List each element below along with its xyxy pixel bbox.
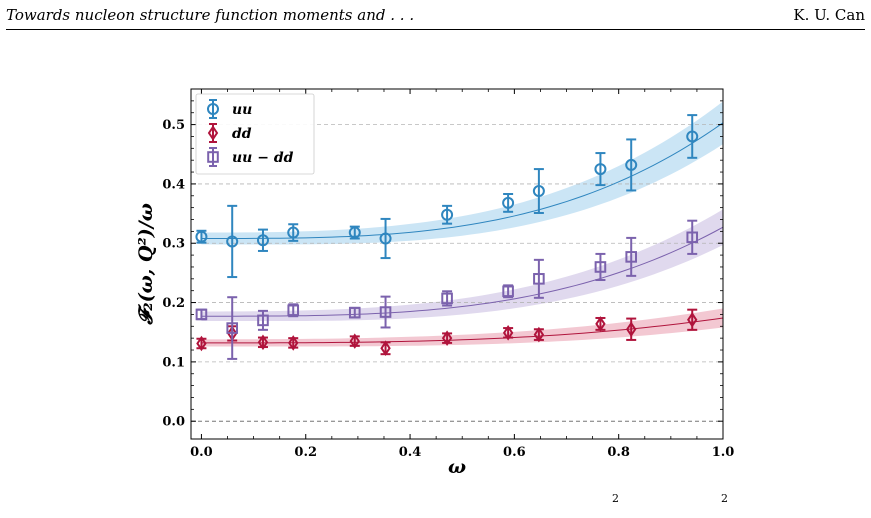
y-tick-label: 0.1 bbox=[162, 355, 185, 370]
data-point bbox=[625, 251, 638, 263]
y-tick-label: 0.5 bbox=[162, 118, 185, 133]
data-point bbox=[533, 326, 545, 343]
data-point bbox=[195, 230, 208, 243]
y-tick-label: 0.3 bbox=[162, 237, 185, 252]
fit-band bbox=[201, 209, 723, 322]
data-point bbox=[626, 321, 637, 338]
x-axis-label: ω bbox=[448, 456, 466, 478]
y-axis-label: 𝓕₂(ω, Q²)/ω bbox=[135, 203, 157, 326]
y-tick-label: 0.4 bbox=[162, 177, 185, 192]
x-tick-label: 0.6 bbox=[503, 445, 526, 460]
grid-lines bbox=[191, 124, 723, 422]
data-point bbox=[348, 226, 361, 239]
data-point bbox=[348, 306, 361, 319]
x-tick-label: 0.2 bbox=[294, 445, 317, 460]
plot-frame bbox=[190, 88, 724, 440]
x-tick-label: 0.4 bbox=[399, 445, 422, 460]
data-point bbox=[380, 340, 391, 357]
x-tick-label: 0.8 bbox=[607, 445, 630, 460]
legend-label: uu bbox=[232, 102, 252, 118]
data-point bbox=[379, 306, 392, 318]
data-point bbox=[595, 316, 606, 332]
caption-superscript-1: 2 bbox=[612, 492, 619, 505]
caption-superscript-2: 2 bbox=[721, 492, 728, 505]
axis-ticks bbox=[191, 89, 724, 439]
data-point bbox=[441, 208, 454, 221]
data-point bbox=[288, 335, 299, 351]
data-point bbox=[195, 308, 208, 321]
legend-label: dd bbox=[232, 126, 252, 142]
y-tick-label: 0.2 bbox=[162, 296, 185, 311]
fit-bands bbox=[201, 101, 723, 347]
tick-labels: 0.0 0.1 0.2 0.3 0.4 0.5 0.0 0.2 0.4 0.6 0.8 1.0 bbox=[162, 118, 734, 460]
data-point bbox=[226, 235, 239, 248]
data-point bbox=[441, 292, 453, 305]
running-title: Towards nucleon structure function momen… bbox=[6, 6, 415, 24]
data-point bbox=[257, 334, 269, 351]
data-point bbox=[532, 185, 545, 198]
data-point bbox=[625, 158, 638, 171]
data-point bbox=[502, 285, 514, 298]
fit-line bbox=[201, 122, 724, 239]
legend-marker bbox=[207, 151, 219, 163]
header-rule bbox=[6, 29, 865, 30]
data-point bbox=[226, 322, 239, 334]
legend-marker bbox=[207, 125, 219, 141]
data-point bbox=[594, 163, 607, 176]
data-point bbox=[441, 330, 453, 346]
running-author: K. U. Can bbox=[793, 6, 865, 24]
data-point bbox=[287, 226, 300, 239]
legend: uu dd uu − dd bbox=[195, 93, 315, 175]
fit-band bbox=[201, 308, 723, 347]
data-point bbox=[196, 335, 207, 352]
y-tick-label: 0.0 bbox=[162, 415, 185, 430]
data-point bbox=[349, 333, 360, 349]
data-point bbox=[686, 231, 699, 244]
data-point bbox=[287, 304, 300, 317]
data-points bbox=[195, 114, 699, 360]
data-point bbox=[594, 261, 607, 273]
legend-label: uu − dd bbox=[232, 150, 294, 166]
data-point bbox=[687, 311, 698, 328]
running-header: Towards nucleon structure function momen… bbox=[6, 6, 865, 30]
data-point bbox=[533, 273, 545, 285]
data-point bbox=[256, 234, 269, 247]
data-point bbox=[502, 325, 514, 341]
x-tick-label: 1.0 bbox=[712, 445, 735, 460]
data-point bbox=[502, 196, 515, 209]
legend-items: uu dd uu − dd bbox=[207, 99, 294, 167]
legend-marker bbox=[207, 103, 219, 115]
data-point bbox=[379, 232, 392, 245]
x-tick-label: 0.0 bbox=[190, 445, 213, 460]
data-point bbox=[257, 314, 269, 327]
fit-band bbox=[201, 101, 723, 245]
legend-box bbox=[195, 93, 315, 175]
data-point bbox=[686, 130, 699, 143]
